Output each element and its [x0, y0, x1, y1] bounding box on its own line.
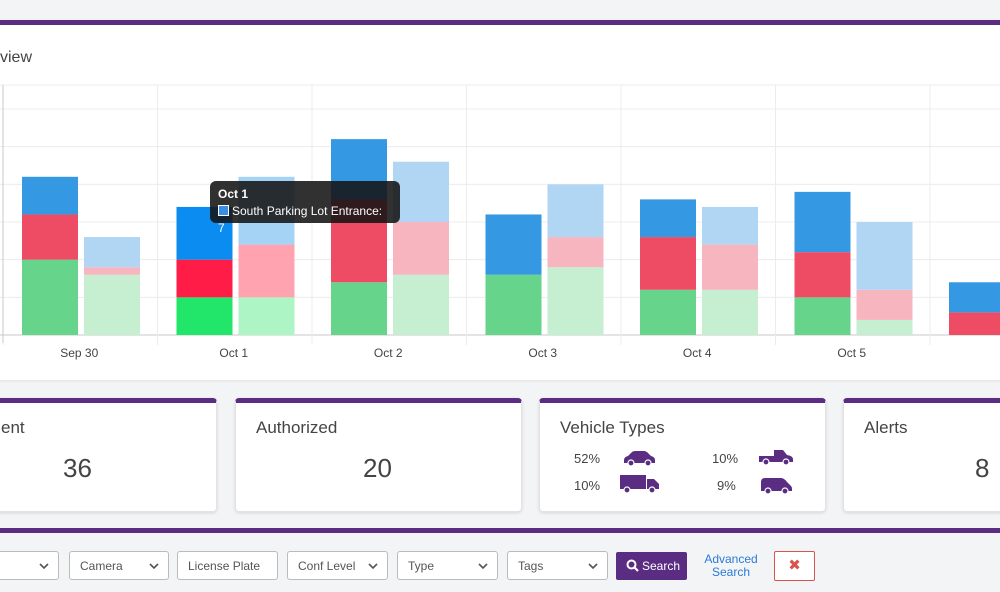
- bar-segment: [393, 274, 449, 335]
- bar-segment: [856, 222, 913, 290]
- bar-segment: [485, 214, 542, 275]
- present-label: ent: [1, 418, 25, 437]
- present-value: 36: [63, 453, 92, 483]
- bar-segment: [856, 289, 913, 320]
- section-divider: [0, 528, 1000, 533]
- clear-filters-button[interactable]: ✖: [774, 551, 815, 581]
- chart-tooltip: Oct 1 South Parking Lot Entrance: 7: [210, 181, 400, 235]
- bar-segment: [702, 289, 758, 335]
- chart-title: view: [0, 49, 33, 66]
- x-tick-label: Oct 1: [219, 346, 248, 360]
- camera-select[interactable]: Camera: [69, 551, 169, 580]
- alerts-label: Alerts: [864, 418, 908, 437]
- bar-segment: [22, 259, 78, 335]
- bar-segment: [238, 244, 295, 298]
- bar-segment: [547, 184, 604, 238]
- bar-segment: [547, 267, 604, 335]
- bar-segment: [84, 274, 140, 335]
- vehicle-type-car-pct: 52%: [574, 451, 601, 466]
- authorized-value: 20: [363, 453, 392, 483]
- search-button[interactable]: Search: [616, 552, 687, 580]
- bar-segment: [794, 252, 851, 298]
- bar-segment: [22, 176, 78, 215]
- bar-segment: [393, 222, 449, 275]
- bar-segment: [640, 199, 696, 238]
- x-tick-label: Oct 2: [374, 346, 403, 360]
- bar-segment: [176, 297, 233, 335]
- vehicle-types-card: Vehicle Types 52% 10% 10% 9%: [539, 398, 826, 512]
- tooltip-text: South Parking Lot Entrance: 7: [218, 204, 383, 235]
- box-truck-icon: [620, 475, 659, 494]
- car-icon: [624, 451, 655, 467]
- chevron-down-icon: [478, 563, 488, 570]
- x-tick-label: Sep 30: [60, 346, 98, 360]
- x-tick-label: Oct 4: [683, 346, 712, 360]
- x-tick-label: Oct 3: [528, 346, 557, 360]
- present-card: ent 36: [0, 398, 217, 512]
- bar-segment: [547, 237, 604, 268]
- chevron-down-icon: [368, 563, 378, 570]
- type-select[interactable]: Type: [397, 551, 498, 580]
- bar-segment: [176, 259, 233, 298]
- license-plate-placeholder: License Plate: [188, 559, 261, 573]
- vehicle-type-van-pct: 9%: [717, 478, 736, 493]
- bar-segment: [794, 191, 851, 253]
- advanced-search-link[interactable]: Advanced Search: [704, 552, 758, 579]
- x-tick-label: Oct 5: [837, 346, 866, 360]
- site-select[interactable]: [0, 551, 59, 580]
- van-icon: [761, 478, 792, 495]
- type-select-value: Type: [408, 559, 435, 573]
- bar-segment: [84, 237, 140, 268]
- search-icon: [626, 559, 639, 572]
- bar-segment: [702, 244, 758, 290]
- tags-select[interactable]: Tags: [507, 551, 608, 580]
- search-button-label: Search: [642, 559, 681, 573]
- license-plate-input[interactable]: License Plate: [177, 551, 278, 580]
- bar-segment: [640, 237, 696, 290]
- bar-segment: [485, 274, 542, 335]
- authorized-card: Authorized 20: [235, 398, 522, 512]
- bar-segment: [84, 267, 140, 275]
- bar-segment: [393, 161, 449, 222]
- authorized-label: Authorized: [256, 418, 338, 437]
- close-icon: ✖: [788, 557, 801, 574]
- chevron-down-icon: [588, 563, 598, 570]
- bar-segment: [794, 297, 851, 335]
- chevron-down-icon: [39, 563, 49, 570]
- chevron-down-icon: [149, 563, 159, 570]
- bar-segment: [856, 319, 913, 335]
- alerts-value: 8: [975, 453, 990, 483]
- bar-segment: [22, 214, 78, 260]
- tooltip-swatch: [218, 205, 229, 216]
- bar-segment: [702, 206, 758, 245]
- pickup-truck-icon: [759, 450, 793, 466]
- bar-segment: [238, 297, 295, 335]
- bar-segment: [949, 282, 1000, 313]
- bar-segment: [331, 282, 387, 335]
- tooltip-line: South Parking Lot Entrance: 7: [218, 203, 392, 237]
- vehicle-types-label: Vehicle Types: [560, 418, 665, 437]
- bar-segment: [949, 312, 1000, 335]
- vehicle-type-pickup-pct: 10%: [712, 451, 739, 466]
- vehicle-type-box-truck-pct: 10%: [574, 478, 601, 493]
- bar-segment: [640, 289, 696, 335]
- camera-select-value: Camera: [80, 559, 123, 573]
- tags-select-value: Tags: [518, 559, 544, 573]
- tooltip-title: Oct 1: [218, 187, 249, 201]
- conf-level-select-value: Conf Level: [298, 559, 356, 573]
- alerts-card: Alerts 8: [843, 398, 1000, 512]
- conf-level-select[interactable]: Conf Level: [287, 551, 388, 580]
